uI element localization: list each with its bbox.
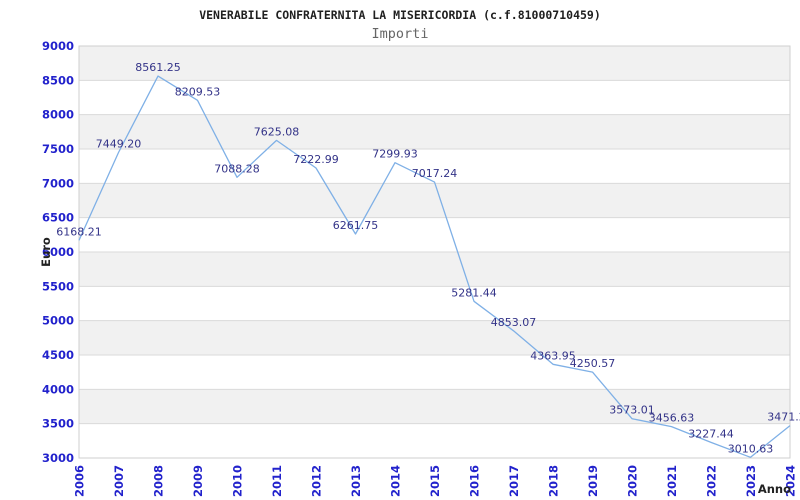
y-tick-label: 3500 <box>42 417 74 431</box>
y-tick-label: 7500 <box>42 142 74 156</box>
point-label: 4363.95 <box>530 349 576 362</box>
x-tick-label: 2015 <box>428 465 442 497</box>
x-tick-label: 2011 <box>270 465 284 497</box>
y-tick-label: 4500 <box>42 348 74 362</box>
x-tick-label: 2019 <box>586 465 600 497</box>
plot-band <box>79 389 790 424</box>
point-label: 4250.57 <box>570 357 616 370</box>
x-tick-label: 2006 <box>73 465 87 497</box>
y-tick-label: 5000 <box>42 314 74 328</box>
point-label: 7017.24 <box>412 167 458 180</box>
plot-band <box>79 114 790 149</box>
point-label: 3471.24 <box>767 411 800 424</box>
point-label: 4853.07 <box>491 316 537 329</box>
y-tick-label: 7000 <box>42 176 74 190</box>
x-tick-label: 2022 <box>705 465 719 497</box>
x-tick-label: 2023 <box>744 465 758 497</box>
y-tick-label: 9000 <box>42 39 74 53</box>
point-label: 7299.93 <box>372 148 418 161</box>
x-tick-label: 2009 <box>191 465 205 497</box>
point-label: 3573.01 <box>609 404 655 417</box>
y-tick-label: 8500 <box>42 73 74 87</box>
x-tick-label: 2012 <box>310 465 324 497</box>
point-label: 6261.75 <box>333 219 379 232</box>
point-label: 7449.20 <box>96 137 142 150</box>
chart-title: VENERABILE CONFRATERNITA LA MISERICORDIA… <box>199 8 601 22</box>
x-tick-label: 2007 <box>112 465 126 497</box>
plot-border <box>78 45 791 459</box>
x-tick-label: 2016 <box>468 465 482 497</box>
x-tick-label: 2017 <box>507 465 521 497</box>
x-tick-label: 2010 <box>231 465 245 497</box>
point-label: 3456.63 <box>649 412 695 425</box>
y-tick-label: 6500 <box>42 211 74 225</box>
y-tick-label: 3000 <box>42 451 74 465</box>
chart-subtitle: Importi <box>371 26 429 42</box>
plot-band <box>79 183 790 218</box>
point-label: 8561.25 <box>135 61 181 74</box>
x-tick-label: 2013 <box>349 465 363 497</box>
plot-band <box>79 252 790 287</box>
x-tick-label: 2014 <box>389 465 403 497</box>
point-label: 7625.08 <box>254 125 300 138</box>
y-axis-title: Euro <box>39 237 53 267</box>
point-label: 3010.63 <box>728 442 774 455</box>
x-tick-label: 2020 <box>626 465 640 497</box>
point-label: 5281.44 <box>451 286 497 299</box>
y-tick-label: 5500 <box>42 279 74 293</box>
y-tick-label: 4000 <box>42 382 74 396</box>
plot-band <box>79 46 790 81</box>
point-label: 3227.44 <box>688 427 734 440</box>
point-label: 8209.53 <box>175 85 221 98</box>
point-label: 7088.28 <box>214 162 260 175</box>
point-label: 7222.99 <box>293 153 339 166</box>
x-axis-title: Anno <box>758 482 791 496</box>
y-tick-label: 6000 <box>42 245 74 259</box>
x-tick-label: 2008 <box>152 465 166 497</box>
plot-band <box>79 320 790 355</box>
x-tick-label: 2021 <box>665 465 679 497</box>
x-tick-label: 2018 <box>547 465 561 497</box>
point-label: 6168.21 <box>56 225 102 238</box>
x-tick-label: 2024 <box>784 465 798 497</box>
data-series-line <box>78 75 791 458</box>
y-tick-label: 8000 <box>42 108 74 122</box>
